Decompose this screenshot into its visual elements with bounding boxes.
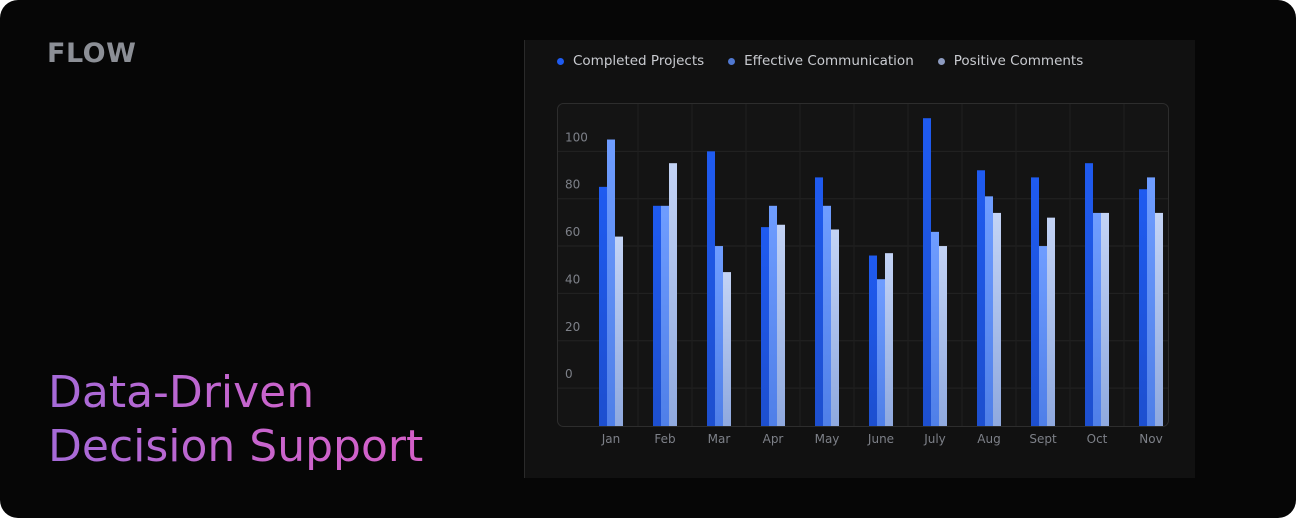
x-tick-label: Mar — [708, 432, 731, 446]
legend-item-completed-projects[interactable]: Completed Projects — [557, 53, 704, 69]
plot-area — [557, 103, 1169, 427]
bar-mar-series-2[interactable] — [715, 246, 723, 426]
x-tick-label: May — [815, 432, 840, 446]
legend-dot-effective-communication — [728, 57, 736, 65]
y-tick-label: 80 — [565, 178, 580, 192]
bar-july-series-3[interactable] — [939, 246, 947, 426]
bar-oct-series-1[interactable] — [1085, 163, 1093, 427]
bar-apr-series-2[interactable] — [769, 205, 777, 426]
headline: Data-Driven Decision Support — [48, 366, 423, 474]
x-tick-label: Jan — [601, 432, 621, 446]
x-tick-label: Sept — [1029, 432, 1057, 446]
bar-apr-series-3[interactable] — [777, 224, 785, 426]
legend-dot-positive-comments — [937, 57, 945, 65]
bar-mar-series-1[interactable] — [707, 151, 715, 426]
bar-oct-series-2[interactable] — [1093, 212, 1101, 426]
bar-sept-series-2[interactable] — [1039, 246, 1047, 426]
headline-line-1: Data-Driven — [48, 367, 315, 418]
x-tick-label: June — [867, 432, 894, 446]
bar-nov-series-2[interactable] — [1147, 177, 1155, 426]
bar-june-series-3[interactable] — [885, 253, 893, 426]
bar-feb-series-1[interactable] — [653, 205, 661, 426]
bar-may-series-2[interactable] — [823, 205, 831, 426]
x-tick-label: Feb — [654, 432, 675, 446]
y-tick-label: 40 — [565, 272, 580, 286]
bar-june-series-2[interactable] — [877, 279, 885, 426]
bar-jan-series-3[interactable] — [615, 236, 623, 426]
bar-may-series-1[interactable] — [815, 177, 823, 426]
y-tick-label: 20 — [565, 320, 580, 334]
bar-july-series-1[interactable] — [923, 118, 931, 427]
bar-jan-series-2[interactable] — [607, 139, 615, 426]
bar-aug-series-2[interactable] — [985, 196, 993, 426]
brand-logo: FLOW — [47, 38, 137, 69]
bar-chart: 100 80 60 40 20 0 Jan Feb Mar Apr May June July Aug Se… — [557, 103, 1169, 446]
headline-line-2: Decision Support — [48, 421, 424, 472]
bar-nov-series-3[interactable] — [1155, 212, 1163, 426]
chart-legend: Completed Projects Effective Communicati… — [557, 53, 1083, 69]
bar-feb-series-2[interactable] — [661, 205, 669, 426]
bar-sept-series-3[interactable] — [1047, 217, 1055, 426]
x-tick-label: Apr — [763, 432, 784, 446]
legend-label-positive-comments: Positive Comments — [953, 53, 1084, 69]
bar-aug-series-1[interactable] — [977, 170, 985, 426]
bar-may-series-3[interactable] — [831, 229, 839, 426]
bar-nov-series-1[interactable] — [1139, 189, 1147, 426]
legend-label-completed-projects: Completed Projects — [573, 53, 705, 69]
bar-apr-series-1[interactable] — [761, 227, 769, 426]
x-tick-label: Nov — [1139, 432, 1162, 446]
x-tick-label: Oct — [1087, 432, 1108, 446]
y-tick-label: 0 — [565, 367, 573, 381]
bar-june-series-1[interactable] — [869, 255, 877, 426]
x-tick-label: July — [923, 432, 946, 446]
bar-mar-series-3[interactable] — [723, 272, 731, 426]
legend-item-effective-communication[interactable]: Effective Communication — [728, 53, 914, 69]
legend-dot-completed-projects — [557, 57, 564, 65]
bar-feb-series-3[interactable] — [669, 163, 677, 427]
y-tick-label: 60 — [565, 225, 580, 239]
chart-panel: Completed Projects Effective Communicati… — [524, 40, 1195, 478]
legend-label-effective-communication: Effective Communication — [744, 53, 914, 69]
legend-item-positive-comments[interactable]: Positive Comments — [937, 53, 1084, 69]
x-tick-label: Aug — [977, 432, 1000, 446]
bar-oct-series-3[interactable] — [1101, 212, 1109, 426]
bar-jan-series-1[interactable] — [599, 186, 607, 426]
y-tick-label: 100 — [565, 130, 588, 144]
bar-sept-series-1[interactable] — [1031, 177, 1039, 426]
bar-aug-series-3[interactable] — [993, 212, 1001, 426]
bar-july-series-2[interactable] — [931, 231, 939, 426]
